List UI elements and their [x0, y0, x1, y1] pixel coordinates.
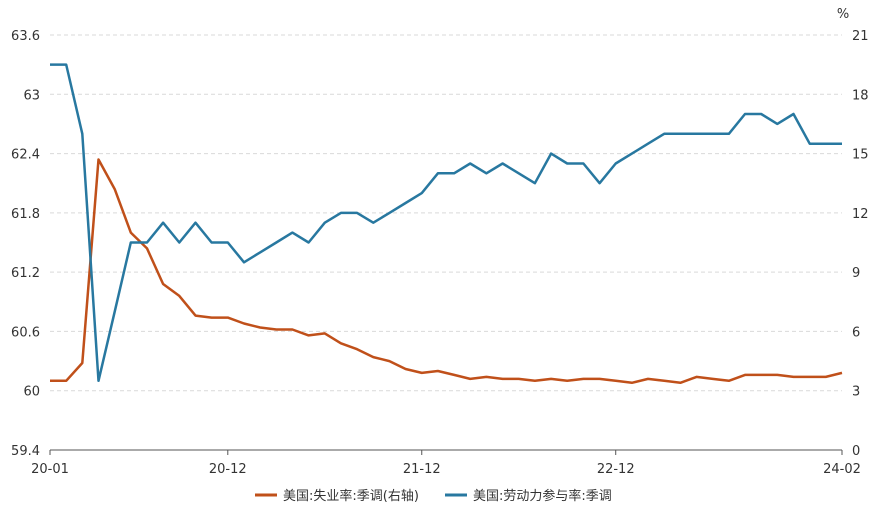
y-left-tick-label: 63.6: [11, 29, 40, 44]
right-axis-unit: %: [837, 7, 849, 22]
x-axis: 20-01 20-12 21-12 22-12 24-02: [31, 450, 861, 477]
y-right-tick-label: 21: [852, 29, 869, 44]
y-right-tick-label: 15: [852, 148, 869, 163]
y-left-tick-label: 60.6: [11, 325, 40, 340]
grid-lines: [50, 34, 842, 392]
y-right-tick-label: 9: [852, 266, 860, 281]
legend-label: 美国:劳动力参与率:季调: [473, 488, 612, 504]
y-left-tick-label: 62.4: [11, 148, 40, 163]
legend: 美国:失业率:季调(右轴) 美国:劳动力参与率:季调: [255, 488, 612, 504]
y-right-tick-label: 18: [852, 88, 869, 103]
unemployment-rate-line: [50, 158, 843, 385]
labor-participation-line: [50, 63, 842, 383]
x-tick-label: 20-12: [209, 462, 247, 477]
y-left-tick-label: 63: [23, 88, 40, 103]
y-right-tick-label: 6: [852, 325, 860, 340]
series-lines: [50, 63, 843, 385]
y-right-tick-label: 3: [852, 385, 860, 400]
y-left-tick-label: 61.2: [11, 266, 40, 281]
y-left-tick-label: 61.8: [11, 207, 40, 222]
y-left-axis: 59.4 60 60.6 61.2 61.8 62.4 63 63.6: [11, 29, 40, 459]
y-left-tick-label: 60: [23, 385, 40, 400]
y-left-tick-label: 59.4: [11, 444, 40, 459]
y-right-tick-label: 12: [852, 207, 869, 222]
x-tick-label: 21-12: [403, 462, 441, 477]
y-right-tick-label: 0: [852, 444, 860, 459]
x-tick-label: 20-01: [31, 462, 69, 477]
x-tick-label: 24-02: [823, 462, 861, 477]
legend-label: 美国:失业率:季调(右轴): [283, 488, 419, 504]
y-right-axis: 0 3 6 9 12 15 18 21: [852, 29, 869, 459]
x-tick-label: 22-12: [597, 462, 635, 477]
